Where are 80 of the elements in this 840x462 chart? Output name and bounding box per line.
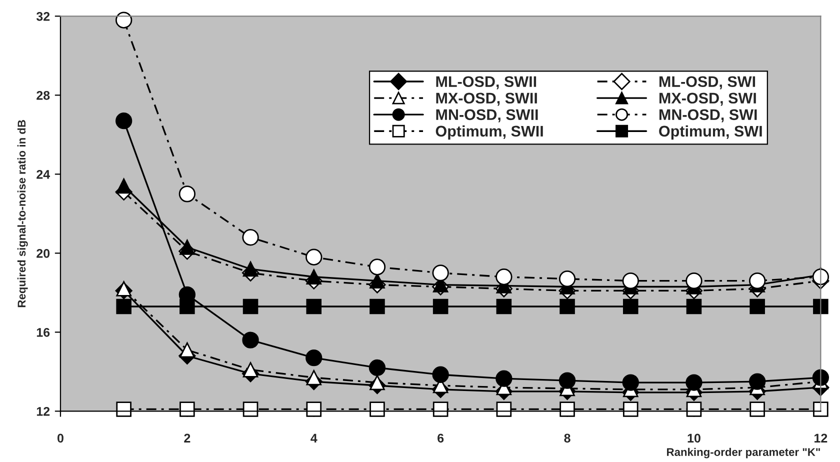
point [370,273,385,288]
point [242,402,258,417]
point [748,272,766,290]
point [432,264,449,282]
point [432,402,448,417]
point [686,374,702,391]
point [622,374,639,391]
x-tick-label: 12 [814,434,828,442]
y-tick-label: 24 [36,170,50,179]
point [750,298,765,314]
legend-label: MN-OSD, SWII [436,109,538,122]
point [115,112,132,130]
point [178,186,196,202]
x-tick-label: 6 [438,434,444,443]
point [750,402,765,417]
x-tick-label: 4 [310,434,318,442]
legend-label: ML-OSD, SWII [436,76,536,90]
point [686,272,702,290]
point [306,269,322,285]
point [748,373,766,390]
point [812,369,830,386]
legend-label: Optimum, SWI [659,125,762,140]
point [370,402,385,417]
point [496,268,512,286]
y-tick-label: 28 [36,90,50,100]
point [115,12,132,28]
point [622,298,638,314]
point [180,240,195,255]
point [813,402,828,417]
point [813,298,828,314]
point [560,298,575,314]
x-axis-title: Ranking-order parameter "K" [667,448,820,458]
point [242,298,258,314]
legend-label: Optimum, SWII [436,125,543,140]
point [370,298,385,314]
point [370,374,385,390]
legend-label: MX-OSD, SWII [436,92,537,106]
point [558,372,576,389]
point [560,402,575,417]
point [686,402,702,417]
point [496,298,512,314]
x-tick-label: 2 [184,434,190,442]
point [306,370,322,386]
point [432,366,449,383]
point [306,298,322,314]
point [558,270,576,288]
legend-label: ML-OSD, SWI [659,76,756,90]
legend-label: MX-OSD, SWI [659,92,756,106]
y-tick-label: 16 [36,328,50,337]
point [622,272,639,290]
point [180,298,195,314]
point [306,402,322,417]
y-tick-label: 32 [36,12,50,21]
point [116,298,132,314]
point [686,298,702,314]
point [116,178,132,194]
point [116,281,132,296]
y-axis-title: Required signal-to-noise ratio in dB [17,120,28,308]
y-tick-label: 12 [36,406,50,416]
point [306,350,322,366]
point [116,402,132,417]
point [496,370,512,387]
point [180,402,195,417]
point [622,402,638,417]
x-tick-label: 10 [688,434,700,443]
y-tick-label: 20 [36,248,50,258]
x-tick-label: 8 [564,434,570,443]
point [496,402,512,417]
point [242,362,258,378]
point [242,332,259,348]
legend-label: MN-OSD, SWI [659,109,757,122]
point [306,248,322,266]
point [812,268,830,286]
x-tick-label: 0 [58,434,64,443]
point [242,229,259,246]
point [368,258,386,276]
point [180,342,195,358]
point [368,359,386,376]
point [432,298,448,314]
point [242,261,258,277]
